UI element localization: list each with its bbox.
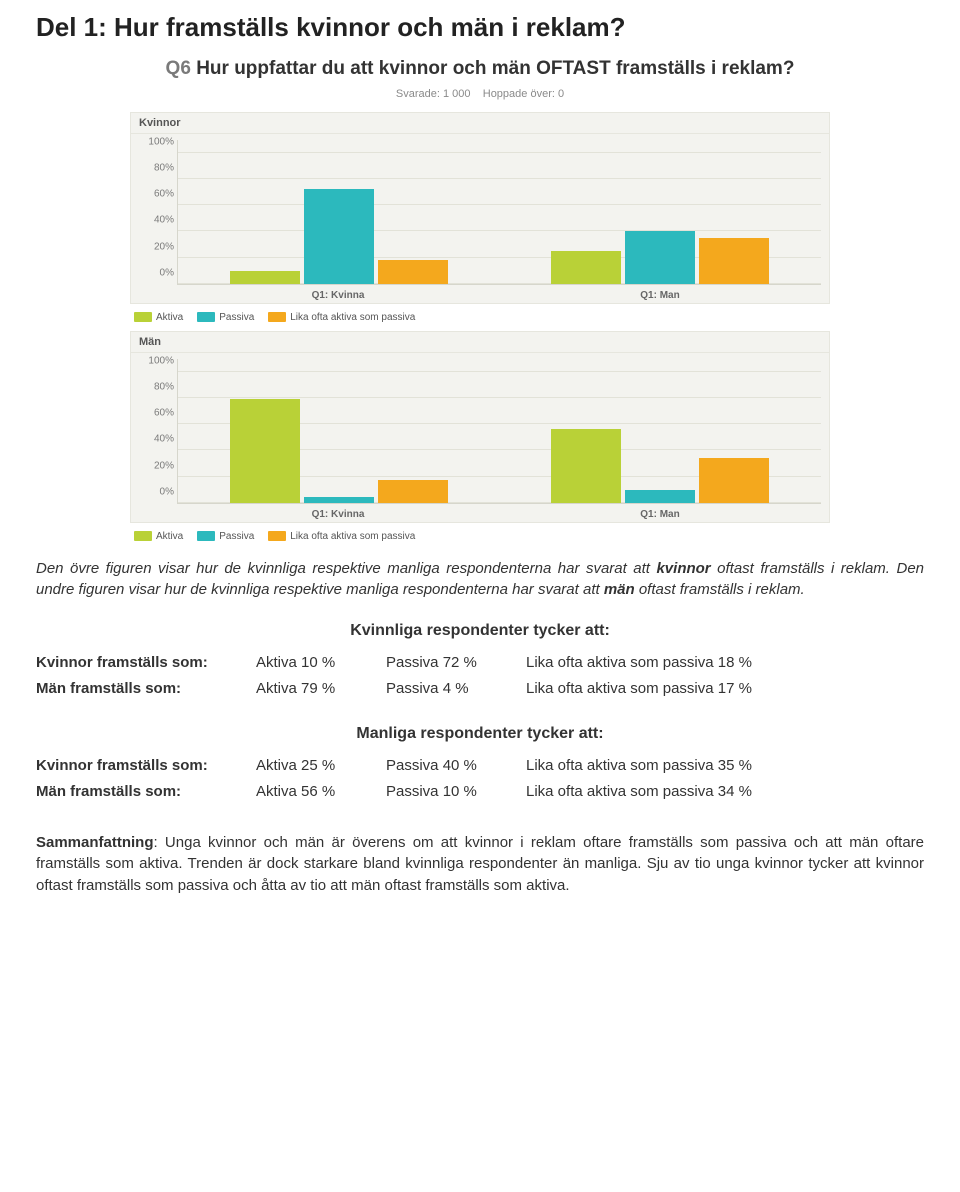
- response-meta: Svarade: 1 000 Hoppade över: 0: [36, 88, 924, 100]
- chart-label: Kvinnor: [130, 112, 830, 134]
- cell-lika: Lika ofta aktiva som passiva 18 %: [526, 652, 924, 675]
- bar-aktiva: [230, 399, 300, 502]
- x-category: Q1: Kvinna: [177, 290, 499, 301]
- caption-text: Den övre figuren visar hur de kvinnliga …: [36, 560, 656, 577]
- cell-passiva: Passiva 10 %: [386, 781, 526, 804]
- chart-legend: Aktiva Passiva Lika ofta aktiva som pass…: [130, 531, 830, 542]
- table-row: Män framställs som: Aktiva 56 % Passiva …: [36, 779, 924, 806]
- legend-label: Passiva: [219, 312, 254, 323]
- x-category: Q1: Kvinna: [177, 509, 499, 520]
- table-heading: Kvinnliga respondenter tycker att:: [36, 622, 924, 640]
- legend-item: Lika ofta aktiva som passiva: [268, 531, 415, 542]
- row-label: Män framställs som:: [36, 678, 256, 701]
- plot-area: 0%20%40%60%80%100% Q1: Kvinna Q1: Man: [130, 353, 830, 523]
- bar-aktiva: [551, 251, 621, 284]
- data-table-kvinnliga: Kvinnor framställs som: Aktiva 10 % Pass…: [36, 650, 924, 703]
- meta-skipped-label: Hoppade över:: [483, 88, 555, 100]
- row-label: Kvinnor framställs som:: [36, 755, 256, 778]
- caption-text: oftast framställs i reklam.: [711, 560, 890, 577]
- cell-passiva: Passiva 40 %: [386, 755, 526, 778]
- caption-emph: kvinnor: [656, 560, 710, 577]
- table-row: Kvinnor framställs som: Aktiva 10 % Pass…: [36, 650, 924, 677]
- legend-label: Lika ofta aktiva som passiva: [290, 531, 415, 542]
- row-label: Kvinnor framställs som:: [36, 652, 256, 675]
- legend-label: Aktiva: [156, 312, 183, 323]
- bar-lika: [699, 238, 769, 284]
- summary-label: Sammanfattning: [36, 834, 154, 851]
- x-category: Q1: Man: [499, 509, 821, 520]
- question-text: Hur uppfattar du att kvinnor och män OFT…: [196, 58, 794, 79]
- table-row: Kvinnor framställs som: Aktiva 25 % Pass…: [36, 753, 924, 780]
- legend-item: Lika ofta aktiva som passiva: [268, 312, 415, 323]
- cell-aktiva: Aktiva 25 %: [256, 755, 386, 778]
- cell-passiva: Passiva 4 %: [386, 678, 526, 701]
- x-category: Q1: Man: [499, 290, 821, 301]
- bar-aktiva: [230, 271, 300, 284]
- figure-caption: Den övre figuren visar hur de kvinnliga …: [36, 558, 924, 600]
- cell-lika: Lika ofta aktiva som passiva 34 %: [526, 781, 924, 804]
- legend-item: Passiva: [197, 312, 254, 323]
- bar-lika: [699, 458, 769, 503]
- data-table-manliga: Kvinnor framställs som: Aktiva 25 % Pass…: [36, 753, 924, 806]
- bar-lika: [378, 260, 448, 284]
- legend-label: Aktiva: [156, 531, 183, 542]
- chart-kvinnor: Kvinnor 0%20%40%60%80%100% Q1: Kvinna Q1…: [130, 112, 830, 323]
- legend-label: Passiva: [219, 531, 254, 542]
- cell-passiva: Passiva 72 %: [386, 652, 526, 675]
- row-label: Män framställs som:: [36, 781, 256, 804]
- table-heading: Manliga respondenter tycker att:: [36, 725, 924, 743]
- page-title: Del 1: Hur framställs kvinnor och män i …: [36, 12, 924, 43]
- legend-item: Passiva: [197, 531, 254, 542]
- meta-responded-label: Svarade:: [396, 88, 440, 100]
- caption-text: oftast framställs i reklam.: [635, 581, 805, 598]
- bar-aktiva: [551, 429, 621, 502]
- table-row: Män framställs som: Aktiva 79 % Passiva …: [36, 676, 924, 703]
- bar-lika: [378, 480, 448, 502]
- bar-passiva: [625, 490, 695, 503]
- chart-man: Män 0%20%40%60%80%100% Q1: Kvinna Q1: Ma…: [130, 331, 830, 542]
- cell-lika: Lika ofta aktiva som passiva 35 %: [526, 755, 924, 778]
- question-number: Q6: [166, 58, 191, 79]
- summary-text: : Unga kvinnor och män är överens om att…: [36, 834, 924, 895]
- meta-skipped-value: 0: [558, 88, 564, 100]
- bar-passiva: [625, 231, 695, 283]
- chart-label: Män: [130, 331, 830, 353]
- legend-label: Lika ofta aktiva som passiva: [290, 312, 415, 323]
- meta-responded-value: 1 000: [443, 88, 471, 100]
- caption-emph: män: [604, 581, 635, 598]
- cell-aktiva: Aktiva 10 %: [256, 652, 386, 675]
- cell-aktiva: Aktiva 79 %: [256, 678, 386, 701]
- question-title: Q6 Hur uppfattar du att kvinnor och män …: [140, 57, 820, 82]
- legend-item: Aktiva: [134, 531, 183, 542]
- summary-paragraph: Sammanfattning: Unga kvinnor och män är …: [36, 832, 924, 897]
- legend-item: Aktiva: [134, 312, 183, 323]
- cell-lika: Lika ofta aktiva som passiva 17 %: [526, 678, 924, 701]
- cell-aktiva: Aktiva 56 %: [256, 781, 386, 804]
- chart-legend: Aktiva Passiva Lika ofta aktiva som pass…: [130, 312, 830, 323]
- bar-passiva: [304, 497, 374, 502]
- bar-passiva: [304, 189, 374, 283]
- plot-area: 0%20%40%60%80%100% Q1: Kvinna Q1: Man: [130, 134, 830, 304]
